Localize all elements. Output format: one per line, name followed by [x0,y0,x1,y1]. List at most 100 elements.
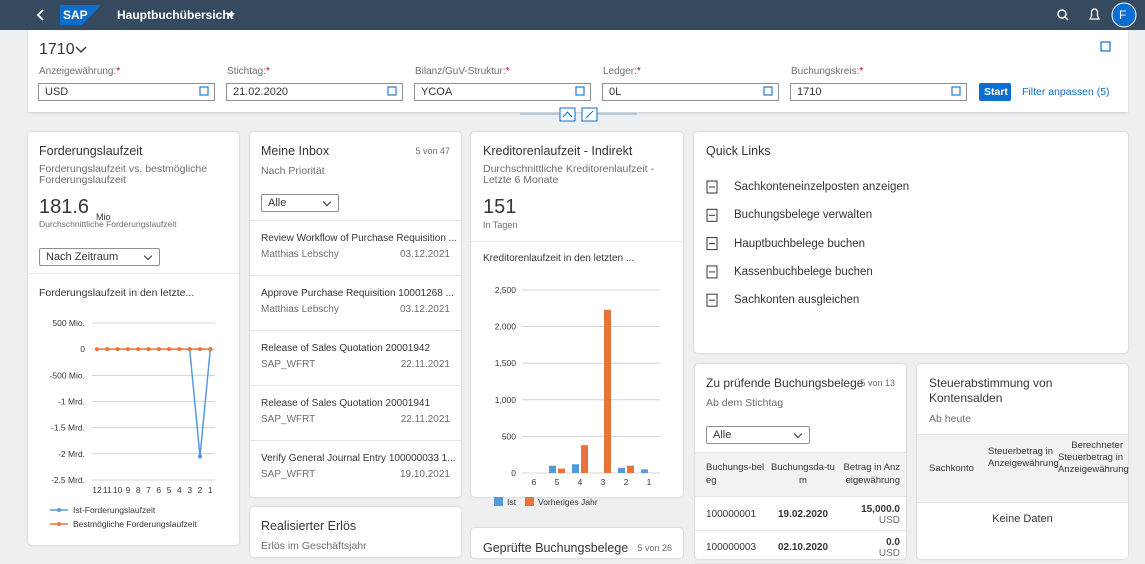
filter-label: Anzeigewährung:* [39,66,121,77]
required-mark: * [505,66,510,77]
variant-arrow[interactable] [75,46,87,53]
legend-swatch [525,497,534,506]
separator [250,440,461,441]
header-icons [75,41,1111,122]
card-title: Realisierter Erlös [261,519,357,533]
filter-input[interactable]: 1710 [790,83,967,101]
avatar[interactable] [1111,2,1137,28]
filter-input[interactable]: YCOA [414,83,591,101]
separator [250,220,461,221]
bell-icon[interactable] [1088,8,1101,20]
share-icon[interactable] [1100,41,1111,52]
card-count: 5 von 47 [415,146,450,156]
card-subtitle: Durchschnittliche Kreditorenlaufzeit - L… [483,163,654,186]
card-title: Meine Inbox [261,144,330,158]
separator [250,330,461,331]
back-icon[interactable] [36,9,44,21]
title-arrow[interactable] [227,13,235,18]
item-title[interactable]: Verify General Journal Entry 100000033 1… [261,453,456,464]
required-mark: * [265,66,270,77]
separator [695,530,906,531]
item-sender: SAP_WFRT [261,469,316,480]
card-count: 5 von 13 [860,378,895,388]
inbox-card[interactable] [250,132,461,497]
card-count: 5 von 26 [637,543,672,553]
collapse-button[interactable] [559,107,576,122]
column-header: Buchungs-beleg [706,462,765,486]
legend-label: Ist [507,497,517,507]
card-title: Geprüfte Buchungsbelege [483,541,629,555]
item-title[interactable]: Release of Sales Quotation 20001941 [261,398,431,409]
item-date: 22.11.2021 [400,414,450,425]
app-title[interactable]: Hauptbuchübersicht [117,8,234,22]
item-date: 19.10.2021 [399,469,450,480]
card-title: Kreditorenlaufzeit - Indirekt [483,144,633,158]
cell: 100000003 [706,542,757,553]
header-title[interactable]: 1710 [39,41,75,58]
cell: USD [878,548,900,559]
cell: 19.02.2020 [777,509,829,520]
card-title: Forderungslaufzeit [39,144,143,158]
cell: 02.10.2020 [777,542,829,553]
legend-swatch [494,497,503,506]
item-title[interactable]: Release of Sales Quotation 20001942 [261,343,431,354]
separator [28,273,239,274]
separator [250,275,461,276]
payables-card[interactable] [471,132,683,497]
item-title[interactable]: Approve Purchase Requisition 10001268 ..… [261,288,454,299]
cell: 15,000.0 [861,504,900,515]
filter-label: Buchungskreis:* [791,66,864,77]
quick-link[interactable]: Buchungsbelege verwalten [734,209,873,222]
chart-title: Kreditorenlaufzeit in den letzten ... [483,253,635,264]
chart-title: Forderungslaufzeit in den letzte... [39,287,195,299]
filter-input[interactable]: USD [38,83,215,101]
cell: 100000001 [706,509,757,520]
shell-icons: SAP [36,2,1137,28]
filter-label: Stichtag:* [227,66,270,77]
logo-text: SAP [63,8,88,22]
table-header [695,452,906,497]
search-icon[interactable] [1057,9,1067,19]
column-header: Betrag in Anzeigewährung [843,462,900,486]
revenue-card[interactable] [250,507,461,557]
filter-input[interactable]: 21.02.2020 [226,83,403,101]
card-subtitle: Nach Priorität [261,165,325,177]
separator [471,241,683,242]
avatar-text: F [1119,8,1127,22]
table-header [917,434,1128,503]
adapt-filters[interactable]: Filter anpassen (5) [1022,86,1110,98]
quick-links-card[interactable] [694,132,1128,353]
receivables-card[interactable] [28,132,239,545]
column-header: Buchungsda-tum [771,462,835,486]
item-sender: SAP_WFRT [261,414,316,425]
card-title: Zu prüfende Buchungsbelege [706,376,864,390]
filter-input[interactable]: 0L [602,83,779,101]
card-subtitle: Ab dem Stichtag [706,397,784,409]
kpi: 181.6 [39,196,90,218]
sap-logo[interactable] [60,5,101,25]
priority-select[interactable]: Alle [261,194,339,212]
page: SAP Hauptbuchübersicht F 1710 Start Filt… [0,0,1145,552]
kpi-label: In Tagen [483,220,518,230]
quick-link[interactable]: Sachkonteneinzelposten anzeigen [734,181,910,193]
kpi-unit: Mio [96,212,111,222]
quick-link[interactable]: Sachkonten ausgleichen [734,294,860,307]
item-date: 03.12.2021 [399,249,450,260]
card-title: Steuerabstimmung von Kontensalden [929,376,1053,405]
start-text: Start [984,86,1008,98]
item-title[interactable]: Review Workflow of Purchase Requisition … [261,233,458,244]
filter-label: Ledger:* [603,66,641,77]
quick-link[interactable]: Kassenbuchbelege buchen [734,265,873,278]
column-header: Sachkonto [929,463,974,474]
period-select[interactable]: Nach Zeitraum [39,248,160,266]
card-subtitle: Forderungslaufzeit vs. bestmögliche Ford… [39,163,208,186]
quick-link[interactable]: Hauptbuchbelege buchen [734,237,866,250]
empty-text: Keine Daten [992,513,1053,525]
start-button[interactable] [979,83,1011,101]
status-select[interactable]: Alle [706,426,810,444]
item-sender: SAP_WFRT [261,359,316,370]
required-mark: * [859,66,864,77]
kpi: 151 [483,196,517,218]
cell: USD [878,515,900,526]
card-subtitle: Erlös im Geschäftsjahr [261,540,367,552]
